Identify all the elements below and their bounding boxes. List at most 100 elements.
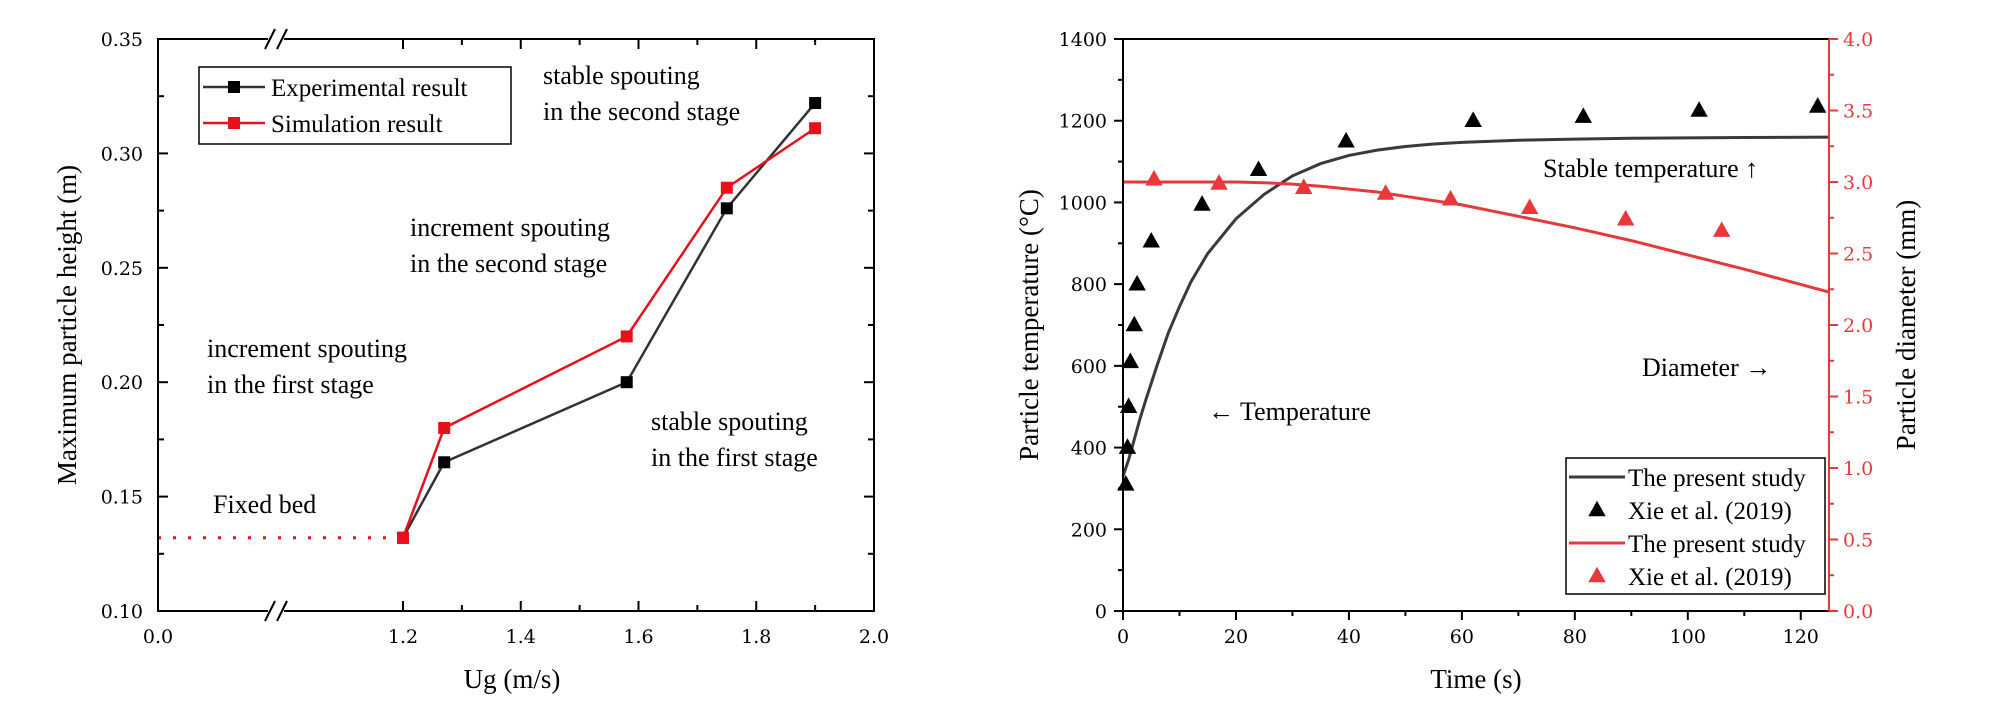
y2-tick-label: 0.0 — [1843, 601, 1873, 623]
data-point-triangle — [1145, 169, 1163, 186]
annotation-text: stable spouting — [543, 61, 700, 90]
y-tick-label: 0 — [1095, 601, 1107, 623]
legend-label: Xie et al. (2019) — [1628, 564, 1792, 591]
chart-maximum-particle-height: 0.0 1.2 1.4 1.6 1.8 2.0 0.10 0.15 0.20 0.25 0.30 0.… — [52, 28, 889, 694]
data-point-triangle — [1193, 195, 1211, 211]
legend-marker-square — [228, 81, 240, 93]
legend-label: Xie et al. (2019) — [1628, 498, 1792, 525]
axis-break-slash-top — [264, 28, 276, 50]
y2-tick-label: 4.0 — [1843, 29, 1873, 51]
y-tick-label: 0.30 — [101, 143, 143, 165]
data-point-triangle — [1119, 397, 1138, 414]
legend-label: Experimental result — [271, 75, 468, 102]
data-point-square — [397, 531, 409, 544]
series-0 — [1121, 135, 1830, 477]
annotation-text: in the first stage — [207, 370, 374, 399]
data-point-triangle — [1128, 274, 1146, 291]
y2-tick-label: 3.0 — [1843, 172, 1873, 194]
series-simulation — [397, 122, 822, 544]
data-point-triangle — [1690, 101, 1708, 117]
plot-frame — [157, 38, 875, 612]
data-point-triangle — [1125, 315, 1143, 332]
annotation-text: Stable temperature ↑ — [1543, 154, 1758, 183]
y2-tick-label: 0.5 — [1843, 530, 1873, 552]
y2-tick-label: 3.5 — [1843, 101, 1873, 123]
axis-break-slash-bottom — [264, 600, 276, 622]
legend: The present study Xie et al. (2019) The pr… — [1565, 457, 1826, 595]
series-line — [401, 127, 816, 539]
data-point-square — [809, 122, 822, 135]
y-tick-label: 600 — [1071, 356, 1107, 378]
data-point-triangle — [1295, 178, 1313, 195]
y-tick-label: 200 — [1071, 519, 1107, 541]
x-tick-label: 0 — [1117, 626, 1129, 648]
chart-annotations: Stable temperature ↑ Diameter → ← Temperat… — [1208, 154, 1771, 426]
legend-label: Simulation result — [271, 111, 443, 138]
series-1 — [1117, 97, 1827, 491]
data-point-square — [809, 97, 822, 110]
data-point-triangle — [1712, 221, 1731, 237]
y2-axis-title: Particle diameter (mm) — [1891, 200, 1921, 450]
data-point-triangle — [1441, 189, 1460, 206]
annotation-text: stable spouting — [651, 407, 808, 436]
data-point-square — [720, 181, 733, 194]
data-point-triangle — [1809, 97, 1827, 113]
data-point-triangle — [1142, 231, 1160, 248]
data-point-square — [620, 376, 633, 389]
annotation-text: Diameter → — [1642, 353, 1771, 382]
legend-label: The present study — [1628, 531, 1806, 558]
y-tick-label: 0.15 — [101, 487, 143, 509]
x-tick-label: 120 — [1783, 626, 1819, 648]
data-point-triangle — [1574, 107, 1593, 123]
x-tick-label: 2.0 — [859, 626, 889, 648]
data-point-square — [438, 456, 451, 469]
data-point-triangle — [1117, 475, 1135, 491]
x-axis-title: Ug (m/s) — [464, 664, 561, 694]
y-axis-title: Maximum particle height (m) — [52, 165, 82, 485]
data-point-triangle — [1121, 352, 1140, 369]
y-tick-label: 0.10 — [101, 601, 143, 623]
annotation-text: in the second stage — [410, 249, 607, 278]
data-point-triangle — [1616, 209, 1635, 226]
data-point-square — [720, 202, 733, 215]
data-point-square — [438, 421, 451, 434]
series-line — [401, 102, 817, 539]
x-tick-label: 1.2 — [388, 626, 418, 648]
x-tick-label: 1.4 — [506, 626, 536, 648]
data-point-triangle — [1210, 174, 1228, 190]
legend-marker-triangle — [1588, 500, 1606, 517]
y2-tick-label: 2.5 — [1843, 244, 1873, 266]
data-point-square — [620, 330, 633, 343]
annotation-text: ← Temperature — [1208, 397, 1371, 426]
annotation-text: Fixed bed — [213, 490, 316, 519]
x-tick-label: 0.0 — [143, 626, 173, 648]
y-tick-label: 0.35 — [101, 29, 143, 51]
x-tick-label: 20 — [1224, 626, 1248, 648]
annotation-text: increment spouting — [207, 334, 407, 363]
axis-break-slash-bottom — [276, 600, 288, 622]
legend-box — [1565, 457, 1826, 595]
y-tick-label: 1200 — [1059, 111, 1107, 133]
data-point-triangle — [1249, 160, 1268, 177]
y2-tick-label: 1.0 — [1843, 458, 1873, 480]
series-2 — [1123, 180, 1830, 294]
axis-break-slash-top — [276, 28, 288, 50]
annotation-text: in the first stage — [651, 443, 818, 472]
y-tick-label: 0.25 — [101, 258, 143, 280]
data-point-triangle — [1337, 131, 1355, 148]
legend-label: The present study — [1628, 465, 1806, 492]
x-tick-label: 40 — [1337, 626, 1361, 648]
data-point-triangle — [1520, 198, 1539, 215]
legend-marker-triangle — [1588, 566, 1606, 583]
y-tick-label: 0.20 — [101, 372, 143, 394]
x-axis-title: Time (s) — [1430, 664, 1521, 694]
series-3 — [1145, 169, 1731, 237]
annotation-text: in the second stage — [543, 97, 740, 126]
y2-tick-label: 1.5 — [1843, 387, 1873, 409]
series-line — [1123, 180, 1830, 294]
legend-marker-square — [228, 117, 240, 129]
x-tick-label: 1.8 — [741, 626, 771, 648]
x-tick-label: 60 — [1450, 626, 1474, 648]
y-tick-label: 1000 — [1059, 192, 1107, 214]
